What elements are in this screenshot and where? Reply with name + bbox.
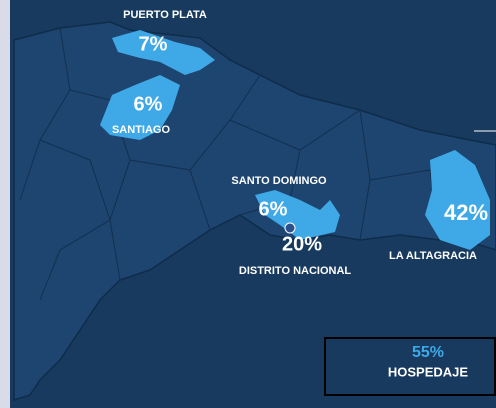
region-share: 6% <box>134 93 163 115</box>
region-la-altagracia <box>425 150 490 250</box>
summary-label: HOSPEDAJE <box>388 364 469 379</box>
region-share: 6% <box>259 198 288 220</box>
summary-box <box>324 337 496 396</box>
region-santo-domingo <box>255 190 340 240</box>
region-name: LA ALTAGRACIA <box>389 250 477 262</box>
region-share: 42% <box>444 200 488 225</box>
region-name: SANTIAGO <box>112 124 171 136</box>
region-santiago <box>100 75 180 140</box>
region-puerto-plata <box>112 30 215 75</box>
summary-share: 55% <box>412 344 444 361</box>
region-distrito-nacional <box>284 222 296 234</box>
region-share: 7% <box>139 33 168 55</box>
region-share: 20% <box>282 233 322 255</box>
region-name: PUERTO PLATA <box>123 9 207 21</box>
region-name: SANTO DOMINGO <box>231 175 327 187</box>
side-strip <box>0 0 10 408</box>
region-name: DISTRITO NACIONAL <box>239 265 352 277</box>
